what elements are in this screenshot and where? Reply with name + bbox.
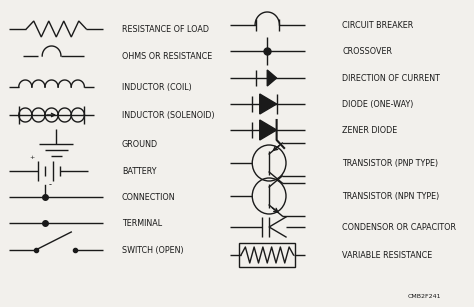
Bar xyxy=(239,243,295,267)
Text: +: + xyxy=(29,154,35,160)
Text: CIRCUIT BREAKER: CIRCUIT BREAKER xyxy=(342,21,413,29)
Text: ZENER DIODE: ZENER DIODE xyxy=(342,126,398,134)
Text: TERMINAL: TERMINAL xyxy=(122,219,162,227)
Text: INDUCTOR (COIL): INDUCTOR (COIL) xyxy=(122,83,191,91)
Text: CONDENSOR OR CAPACITOR: CONDENSOR OR CAPACITOR xyxy=(342,223,456,231)
Text: -: - xyxy=(48,181,51,189)
Text: TRANSISTOR (NPN TYPE): TRANSISTOR (NPN TYPE) xyxy=(342,192,439,200)
Text: SWITCH (OPEN): SWITCH (OPEN) xyxy=(122,246,183,255)
Polygon shape xyxy=(260,94,277,114)
Text: BATTERY: BATTERY xyxy=(122,166,156,176)
Polygon shape xyxy=(260,120,277,140)
Text: DIRECTION OF CURRENT: DIRECTION OF CURRENT xyxy=(342,73,440,83)
Text: VARIABLE RESISTANCE: VARIABLE RESISTANCE xyxy=(342,251,432,259)
Text: INDUCTOR (SOLENOID): INDUCTOR (SOLENOID) xyxy=(122,111,215,119)
Text: CONNECTION: CONNECTION xyxy=(122,192,175,201)
Text: CMB2F241: CMB2F241 xyxy=(407,294,441,299)
Text: GROUND: GROUND xyxy=(122,139,158,149)
Text: RESISTANCE OF LOAD: RESISTANCE OF LOAD xyxy=(122,25,209,33)
Text: DIODE (ONE-WAY): DIODE (ONE-WAY) xyxy=(342,99,414,108)
Text: CROSSOVER: CROSSOVER xyxy=(342,46,392,56)
Text: TRANSISTOR (PNP TYPE): TRANSISTOR (PNP TYPE) xyxy=(342,158,438,168)
Polygon shape xyxy=(267,70,277,86)
Text: OHMS OR RESISTANCE: OHMS OR RESISTANCE xyxy=(122,52,212,60)
